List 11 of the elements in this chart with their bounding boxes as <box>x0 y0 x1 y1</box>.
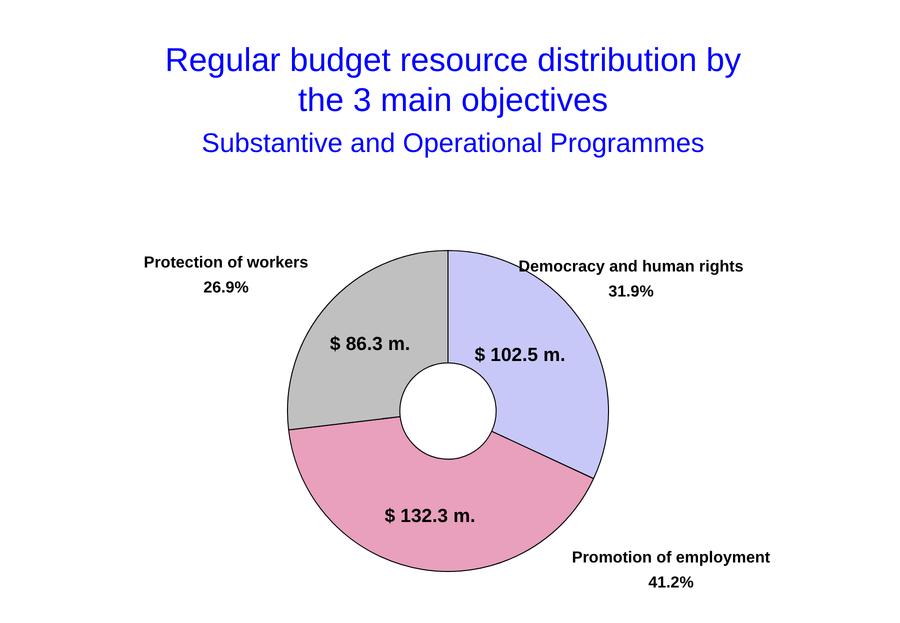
slice-label: Protection of workers <box>144 254 308 272</box>
slice-label: Democracy and human rights <box>518 258 744 276</box>
text: 26.9% <box>203 279 249 296</box>
data-label: $ 132.3 m. <box>384 506 476 528</box>
chart-subtitle: Substantive and Operational Programmes <box>200 128 706 159</box>
slice-label: Promotion of employment <box>572 549 771 566</box>
data-label: $ 86.3 m. <box>330 334 410 356</box>
data-label: $ 102.5 m. <box>474 345 566 366</box>
text: 31.9% <box>608 283 654 300</box>
chart-title: Regular budget resource distribution by the 3 main objectives <box>164 40 742 120</box>
text: 41.2% <box>648 574 694 592</box>
